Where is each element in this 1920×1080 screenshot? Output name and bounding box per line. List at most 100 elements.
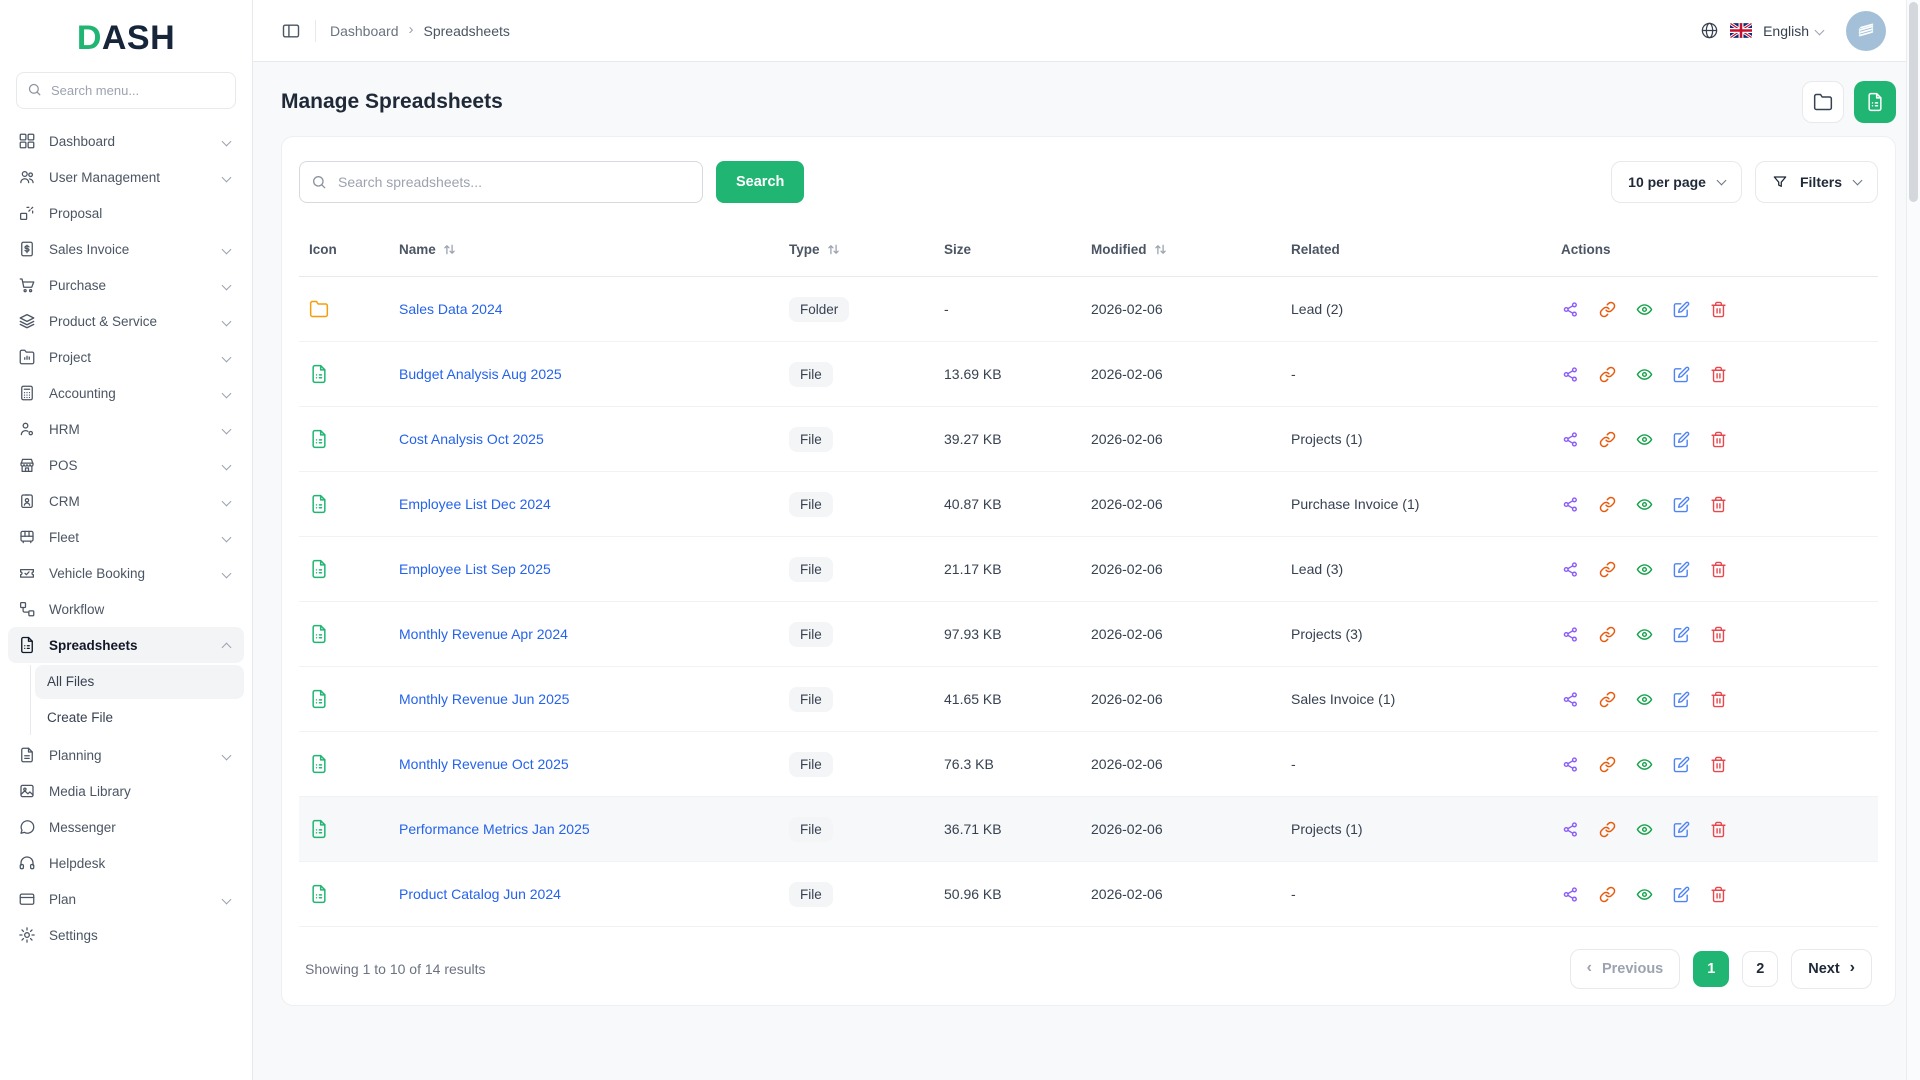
per-page-select[interactable]: 10 per page (1611, 161, 1742, 203)
sidebar-item-helpdesk[interactable]: Helpdesk (8, 845, 244, 881)
share-button[interactable] (1561, 690, 1579, 708)
edit-button[interactable] (1672, 625, 1690, 643)
view-button[interactable] (1635, 625, 1653, 643)
view-button[interactable] (1635, 820, 1653, 838)
create-spreadsheet-button[interactable] (1854, 81, 1896, 123)
delete-button[interactable] (1709, 755, 1727, 773)
spreadsheet-search-input[interactable] (299, 161, 703, 203)
edit-button[interactable] (1672, 300, 1690, 318)
sidebar-item-project[interactable]: Project (8, 339, 244, 375)
edit-button[interactable] (1672, 690, 1690, 708)
edit-button[interactable] (1672, 755, 1690, 773)
edit-button[interactable] (1672, 430, 1690, 448)
share-button[interactable] (1561, 625, 1579, 643)
share-button[interactable] (1561, 560, 1579, 578)
breadcrumb-dashboard[interactable]: Dashboard (330, 23, 399, 39)
share-button[interactable] (1561, 300, 1579, 318)
file-name-link[interactable]: Monthly Revenue Apr 2024 (399, 626, 568, 642)
filters-button[interactable]: Filters (1755, 161, 1878, 203)
page-button-2[interactable]: 2 (1742, 951, 1778, 987)
view-button[interactable] (1635, 560, 1653, 578)
delete-button[interactable] (1709, 430, 1727, 448)
view-button[interactable] (1635, 430, 1653, 448)
sidebar-item-workflow[interactable]: Workflow (8, 591, 244, 627)
view-button[interactable] (1635, 690, 1653, 708)
search-button[interactable]: Search (716, 161, 804, 203)
copy-link-button[interactable] (1598, 430, 1616, 448)
page-button-1[interactable]: 1 (1693, 951, 1729, 987)
file-name-link[interactable]: Cost Analysis Oct 2025 (399, 431, 544, 447)
delete-button[interactable] (1709, 820, 1727, 838)
language-selector[interactable]: English (1763, 23, 1827, 39)
share-button[interactable] (1561, 430, 1579, 448)
edit-button[interactable] (1672, 820, 1690, 838)
sidebar-item-dashboard[interactable]: Dashboard (8, 123, 244, 159)
share-button[interactable] (1561, 885, 1579, 903)
view-button[interactable] (1635, 755, 1653, 773)
sidebar-item-vehicle-booking[interactable]: Vehicle Booking (8, 555, 244, 591)
sidebar-item-create-file[interactable]: Create File (35, 701, 244, 735)
delete-button[interactable] (1709, 365, 1727, 383)
menu-search-input[interactable] (16, 72, 236, 109)
copy-link-button[interactable] (1598, 300, 1616, 318)
share-button[interactable] (1561, 365, 1579, 383)
copy-link-button[interactable] (1598, 755, 1616, 773)
sidebar-item-fleet[interactable]: Fleet (8, 519, 244, 555)
file-name-link[interactable]: Budget Analysis Aug 2025 (399, 366, 562, 382)
file-name-link[interactable]: Monthly Revenue Jun 2025 (399, 691, 569, 707)
copy-link-button[interactable] (1598, 625, 1616, 643)
sidebar-item-messenger[interactable]: Messenger (8, 809, 244, 845)
sidebar-item-sales-invoice[interactable]: Sales Invoice (8, 231, 244, 267)
delete-button[interactable] (1709, 690, 1727, 708)
sidebar-item-plan[interactable]: Plan (8, 881, 244, 917)
edit-button[interactable] (1672, 885, 1690, 903)
copy-link-button[interactable] (1598, 365, 1616, 383)
next-page-button[interactable]: Next › (1791, 949, 1872, 989)
delete-button[interactable] (1709, 625, 1727, 643)
file-name-link[interactable]: Sales Data 2024 (399, 301, 503, 317)
edit-button[interactable] (1672, 365, 1690, 383)
copy-link-button[interactable] (1598, 690, 1616, 708)
copy-link-button[interactable] (1598, 495, 1616, 513)
copy-link-button[interactable] (1598, 820, 1616, 838)
sidebar-item-settings[interactable]: Settings (8, 917, 244, 953)
previous-page-button[interactable]: ‹ Previous (1570, 949, 1681, 989)
file-name-link[interactable]: Product Catalog Jun 2024 (399, 886, 561, 902)
delete-button[interactable] (1709, 495, 1727, 513)
sidebar-item-purchase[interactable]: Purchase (8, 267, 244, 303)
globe-icon[interactable] (1700, 21, 1719, 40)
file-name-link[interactable]: Monthly Revenue Oct 2025 (399, 756, 569, 772)
sidebar-item-crm[interactable]: CRM (8, 483, 244, 519)
sidebar-item-all-files[interactable]: All Files (35, 665, 244, 699)
page-scrollbar[interactable] (1906, 0, 1920, 1080)
delete-button[interactable] (1709, 300, 1727, 318)
view-button[interactable] (1635, 365, 1653, 383)
sidebar-item-spreadsheets[interactable]: Spreadsheets (8, 627, 244, 663)
copy-link-button[interactable] (1598, 560, 1616, 578)
view-button[interactable] (1635, 885, 1653, 903)
view-button[interactable] (1635, 495, 1653, 513)
sidebar-toggle-button[interactable] (281, 21, 301, 41)
delete-button[interactable] (1709, 885, 1727, 903)
sidebar-item-planning[interactable]: Planning (8, 737, 244, 773)
file-name-link[interactable]: Employee List Sep 2025 (399, 561, 551, 577)
share-button[interactable] (1561, 495, 1579, 513)
share-button[interactable] (1561, 755, 1579, 773)
brand-logo[interactable]: DASH (0, 14, 252, 62)
column-header-modified[interactable]: Modified (1091, 242, 1291, 257)
copy-link-button[interactable] (1598, 885, 1616, 903)
view-button[interactable] (1635, 300, 1653, 318)
file-name-link[interactable]: Employee List Dec 2024 (399, 496, 551, 512)
sidebar-item-hrm[interactable]: HRM (8, 411, 244, 447)
scrollbar-thumb[interactable] (1909, 2, 1918, 202)
sidebar-item-product-service[interactable]: Product & Service (8, 303, 244, 339)
edit-button[interactable] (1672, 560, 1690, 578)
sidebar-item-media-library[interactable]: Media Library (8, 773, 244, 809)
column-header-name[interactable]: Name (399, 242, 789, 257)
sidebar-item-pos[interactable]: POS (8, 447, 244, 483)
share-button[interactable] (1561, 820, 1579, 838)
sidebar-item-user-management[interactable]: User Management (8, 159, 244, 195)
sidebar-item-proposal[interactable]: Proposal (8, 195, 244, 231)
edit-button[interactable] (1672, 495, 1690, 513)
avatar[interactable] (1846, 11, 1886, 51)
